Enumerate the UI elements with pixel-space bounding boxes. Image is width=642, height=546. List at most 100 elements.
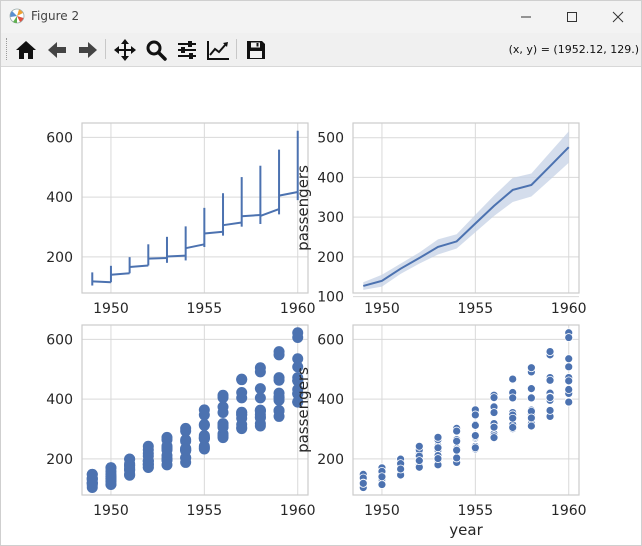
figure-canvas[interactable]: 1950 1955 1960 200 400 600 1950 1955 1960 100 200 3… [1, 67, 641, 545]
series-segment [129, 264, 149, 269]
scatter-point [414, 456, 424, 466]
scatter-point [236, 392, 248, 404]
y-tick-label: 200 [46, 250, 73, 266]
close-button[interactable] [595, 1, 641, 33]
scatter-point [433, 454, 443, 463]
arrow-left-icon [48, 42, 66, 58]
scatter-point [489, 433, 499, 443]
scatter-point [254, 392, 266, 404]
x-tick-label: 1960 [551, 301, 587, 317]
scatter-point [142, 440, 154, 452]
y-tick-label: 400 [46, 392, 73, 408]
axes-frame [352, 122, 580, 294]
y-tick-label: 300 [317, 210, 344, 226]
scatter-point [452, 453, 462, 463]
scatter-point [86, 477, 98, 489]
scatter-point [508, 413, 518, 423]
minimize-icon [521, 16, 531, 18]
scatter-point [292, 361, 304, 373]
scatter-point [452, 445, 462, 455]
line-chart-icon [207, 41, 229, 60]
scatter-point [273, 346, 285, 358]
series-segment [92, 280, 111, 284]
scatter-point [254, 420, 266, 432]
close-icon [612, 11, 624, 23]
zoom-button[interactable] [143, 37, 169, 63]
toolbar-grip[interactable] [6, 38, 9, 60]
x-tick-label: 1950 [364, 301, 400, 317]
scatter-point [180, 435, 192, 447]
scatter-point [377, 472, 387, 482]
y-tick-label: 200 [46, 452, 73, 468]
scatter-point [273, 404, 285, 416]
scatter-point [396, 464, 406, 474]
axes-frame [81, 324, 309, 496]
scatter-point [292, 353, 304, 365]
scatter-point [273, 374, 285, 386]
scatter-point [180, 425, 192, 437]
save-button[interactable] [243, 37, 269, 63]
subplot-bottom-left: 1950 1955 1960 200 400 600 [46, 324, 316, 519]
y-tick-label: 200 [317, 250, 344, 266]
home-icon [16, 41, 36, 59]
scatter-point [236, 412, 248, 424]
x-tick-label: 1960 [280, 301, 316, 317]
confidence-band [363, 131, 569, 290]
series-segment [260, 208, 280, 217]
scatter-point [198, 430, 210, 442]
pan-button[interactable] [112, 37, 138, 63]
scatter-point [489, 393, 499, 403]
x-tick-label: 1960 [551, 503, 587, 519]
back-button[interactable] [44, 37, 70, 63]
axes-frame [352, 324, 580, 496]
scatter-point [545, 393, 555, 403]
scatter-point [489, 422, 499, 432]
matplotlib-logo-icon [9, 8, 25, 24]
scatter-point [452, 426, 462, 436]
minimize-button[interactable] [503, 1, 549, 33]
scatter-point [198, 409, 210, 421]
scatter-point [470, 443, 480, 453]
y-tick-label: 200 [317, 452, 344, 468]
x-tick-label: 1955 [458, 301, 494, 317]
scatter-point [161, 431, 173, 443]
x-tick-label: 1950 [93, 503, 129, 519]
scatter-point [273, 392, 285, 404]
scatter-point [198, 419, 210, 431]
floppy-disk-icon [247, 41, 265, 59]
subplot-top-left: 1950 1955 1960 200 400 600 [46, 122, 316, 317]
series-segment [185, 243, 205, 250]
series-segment [166, 254, 186, 258]
y-tick-label: 600 [317, 332, 344, 348]
axes-edit-button[interactable] [205, 37, 231, 63]
scatter-point [292, 375, 304, 387]
y-tick-label: 600 [46, 332, 73, 348]
scatter-point [564, 333, 574, 342]
navigation-toolbar: (x, y) = (1952.12, 129.) [1, 33, 641, 67]
scatter-point [564, 362, 574, 372]
home-button[interactable] [13, 37, 39, 63]
move-icon [114, 39, 136, 61]
scatter-point [236, 421, 248, 433]
scatter-point [217, 432, 229, 444]
scatter-point [161, 442, 173, 454]
forward-button[interactable] [75, 37, 101, 63]
scatter-point [564, 376, 574, 386]
scatter-point [508, 374, 518, 384]
scatter-point [414, 441, 424, 451]
subplot-bottom-right: 1950 1955 1960 200 400 600 passengers year [294, 324, 587, 539]
maximize-button[interactable] [549, 1, 595, 33]
toolbar-separator [236, 39, 237, 59]
y-tick-label: 400 [317, 392, 344, 408]
subplots-button[interactable] [174, 37, 200, 63]
window-title: Figure 2 [31, 9, 80, 23]
scatter-point [254, 412, 266, 424]
scatter-point [508, 423, 518, 432]
scatter-point [236, 373, 248, 385]
scatter-point [358, 478, 368, 488]
scatter-point [180, 444, 192, 456]
scatter-point [254, 383, 266, 395]
scatter-point [545, 375, 555, 385]
scatter-point [526, 384, 536, 394]
